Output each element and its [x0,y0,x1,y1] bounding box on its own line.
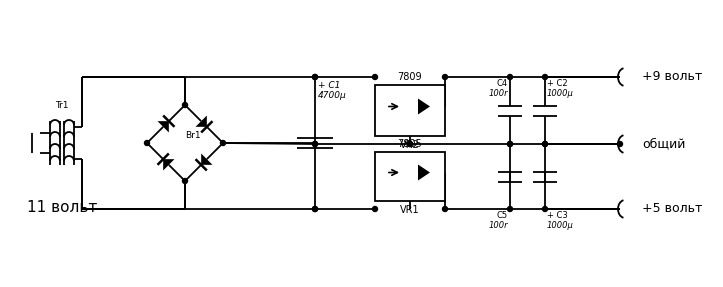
Bar [375,152,445,201]
Circle shape [508,141,513,146]
Text: 1000μ: 1000μ [547,88,574,98]
Text: VR1: VR1 [401,205,420,215]
Circle shape [312,75,317,79]
Circle shape [508,207,513,212]
Text: 7805: 7805 [398,139,422,149]
Circle shape [442,75,448,79]
Circle shape [145,141,150,146]
Circle shape [221,141,226,146]
Text: C4: C4 [497,79,508,88]
Text: Tr1: Tr1 [55,100,69,110]
Polygon shape [163,159,174,170]
Circle shape [542,141,547,146]
Circle shape [372,207,377,212]
Polygon shape [418,164,430,181]
Circle shape [312,207,317,212]
Circle shape [182,102,187,108]
Text: + C1: + C1 [318,80,341,90]
Text: C5: C5 [497,212,508,220]
Text: 100r: 100r [488,88,508,98]
Polygon shape [158,121,169,133]
Polygon shape [418,98,430,115]
Circle shape [542,141,547,146]
Circle shape [542,207,547,212]
Text: 11 вольт: 11 вольт [27,201,97,216]
Circle shape [442,207,448,212]
Text: 1000μ: 1000μ [547,220,574,230]
Circle shape [508,141,513,146]
Circle shape [542,75,547,79]
Circle shape [617,141,623,146]
Text: общий: общий [642,137,685,150]
Circle shape [312,141,317,146]
Circle shape [182,179,187,183]
Circle shape [312,75,317,79]
Circle shape [312,207,317,212]
Text: 7809: 7809 [398,72,422,82]
Bar [375,85,445,136]
Circle shape [408,141,413,146]
Text: VR2: VR2 [400,140,420,150]
Text: + C2: + C2 [547,79,568,88]
Text: +9 вольт: +9 вольт [642,71,702,84]
Circle shape [408,141,413,146]
Text: + C3: + C3 [547,212,568,220]
Polygon shape [195,115,207,127]
Circle shape [508,75,513,79]
Text: Br1: Br1 [185,131,201,139]
Text: 4700μ: 4700μ [318,92,347,100]
Text: 100r: 100r [488,220,508,230]
Text: +5 вольт: +5 вольт [642,203,702,216]
Polygon shape [201,154,213,165]
Circle shape [312,141,317,146]
Circle shape [372,75,377,79]
